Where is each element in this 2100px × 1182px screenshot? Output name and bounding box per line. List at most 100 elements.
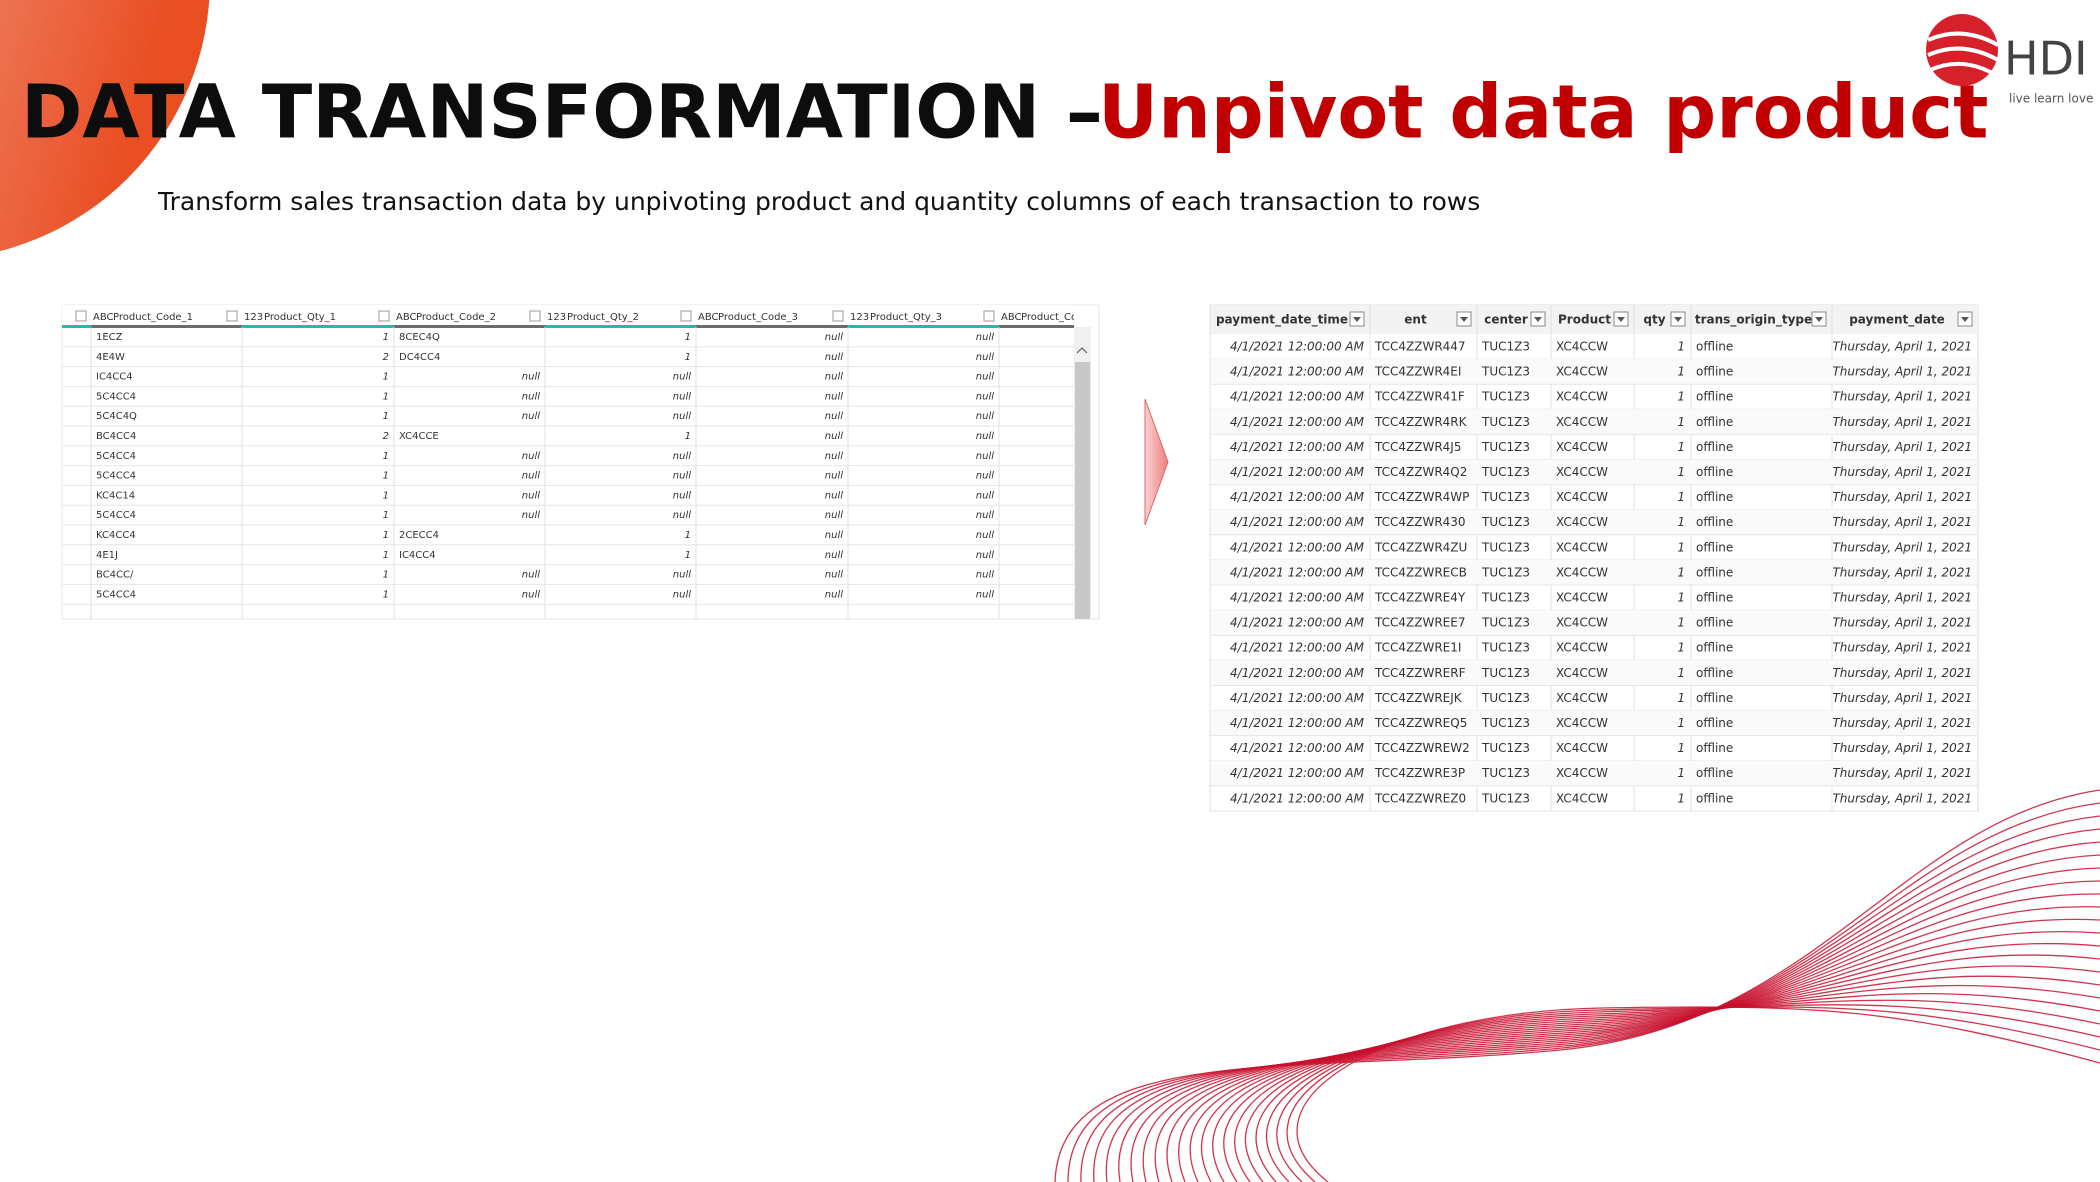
filter-arrow [1534,317,1542,322]
cell: null [522,451,540,462]
cell: null [825,431,843,442]
cell: 1 [383,589,389,600]
cell: null [976,471,994,482]
cell: offline [1696,415,1733,429]
left-table-frame [61,304,1100,620]
cell: null [976,352,994,363]
row-band [1211,710,1977,736]
cell: offline [1696,440,1733,454]
cell: 4/1/2021 12:00:00 AM [1230,691,1365,705]
cell: Thursday, April 1, 2021 [1832,716,1972,730]
cell: 1 [383,411,389,422]
cell: TUC1Z3 [1481,390,1530,404]
cell: XC4CCW [1556,465,1608,479]
cell: 5C4CC4 [96,451,136,462]
cell: XC4CCE [399,431,439,442]
cell: TCC4ZZWR4EI [1374,365,1461,379]
cell: offline [1696,515,1733,529]
cell: TCC4ZZWR430 [1374,515,1466,529]
cell: null [673,570,691,581]
scroll-up[interactable] [1076,347,1088,354]
cell: offline [1696,741,1733,755]
cell: null [825,550,843,561]
header-quality-bar [91,325,242,328]
cell: TUC1Z3 [1481,465,1530,479]
cell: TCC4ZZWR447 [1374,340,1466,354]
column-header: Product_Qty_1 [264,312,336,323]
cell: null [825,332,843,343]
cell: XC4CCW [1556,666,1608,680]
cell: TCC4ZZWR41F [1374,390,1465,404]
cell: 4/1/2021 12:00:00 AM [1230,465,1365,479]
type-icon: ABC [1001,312,1022,323]
cell: XC4CCW [1556,540,1608,554]
cell: 1 [1677,540,1685,554]
cell: 1 [685,431,691,442]
cell: TCC4ZZWRE1I [1374,641,1461,655]
type-icon: ABC [396,312,417,323]
wave-line [1054,789,2100,1182]
cell: null [825,570,843,581]
cell: null [673,471,691,482]
cell: Thursday, April 1, 2021 [1832,591,1972,605]
cell: 1 [383,471,389,482]
cell: offline [1696,791,1733,805]
cell: null [976,490,994,501]
cell: DC4CC4 [399,352,440,363]
cell: 5C4CC4 [96,391,136,402]
cell: offline [1696,766,1733,780]
cell: null [673,490,691,501]
cell: null [976,431,994,442]
column-header: center [1484,313,1528,327]
column-header: payment_date [1849,313,1945,328]
cell: Thursday, April 1, 2021 [1832,741,1972,755]
wave-line [1276,1004,2100,1182]
filter-arrow [1815,317,1823,322]
cell: 5C4CC4 [96,510,136,521]
cell: null [522,490,540,501]
logo-stripes [1927,31,1999,76]
arrow [1144,398,1169,526]
wave-line [1130,867,2100,1182]
column-header: Product_Code_2 [416,312,496,323]
filter-button [75,310,87,322]
cell: XC4CCW [1556,365,1608,379]
cell: TCC4ZZWR4RK [1374,415,1468,429]
cell: 4/1/2021 12:00:00 AM [1230,365,1365,379]
cell: 4/1/2021 12:00:00 AM [1230,591,1365,605]
cell: TUC1Z3 [1481,641,1530,655]
wave-line [1234,975,2100,1182]
cell: 4/1/2021 12:00:00 AM [1230,616,1365,630]
cell: 1 [383,510,389,521]
cell: 1 [383,570,389,581]
cell: 4E1J [96,550,118,561]
cell: TUC1Z3 [1481,616,1530,630]
cell: null [825,372,843,383]
cell: null [976,570,994,581]
cell: 4/1/2021 12:00:00 AM [1230,766,1365,780]
cell: 1 [685,530,691,541]
type-icon: 123 [244,312,263,323]
cell: null [522,510,540,521]
row-band [1211,760,1977,786]
cell: null [825,471,843,482]
header-quality-bar [999,325,1074,328]
cell: 1 [383,372,389,383]
cell: null [825,391,843,402]
scrollbar-thumb [1075,362,1090,619]
wave-line [1244,984,2100,1182]
cell: TCC4ZZWRECB [1374,565,1467,579]
wave-line [1105,841,2100,1182]
cell: Thursday, April 1, 2021 [1832,415,1972,429]
cell: 1 [383,530,389,541]
cell: null [522,471,540,482]
cell: TCC4ZZWRE4Y [1374,591,1466,605]
cell: null [673,589,691,600]
wave-line [1142,880,2100,1182]
cell: TCC4ZZWREW2 [1374,741,1470,755]
cell: Thursday, April 1, 2021 [1832,565,1972,579]
cell: 1 [685,550,691,561]
filter-button [378,310,390,322]
filter-arrow [1460,317,1468,322]
cell: 5C4C4Q [96,411,137,422]
